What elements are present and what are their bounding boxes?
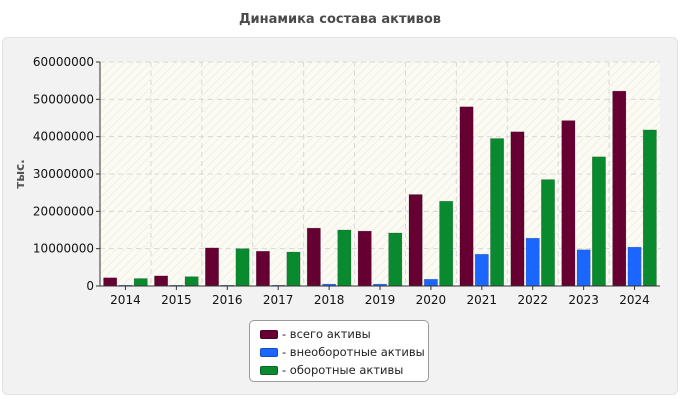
x-tick-label: 2019 xyxy=(365,293,396,307)
bar-2-2014 xyxy=(133,278,148,287)
x-tick-label: 2015 xyxy=(161,293,192,307)
bar-2-2018 xyxy=(337,229,352,287)
bar-2-2020 xyxy=(439,200,454,287)
bar-0-2015 xyxy=(154,275,169,287)
y-axis-label: тыс. xyxy=(13,159,27,188)
x-tick-label: 2014 xyxy=(110,293,141,307)
bar-0-2019 xyxy=(357,230,372,287)
bar-2-2016 xyxy=(235,248,250,287)
y-tick-label: 10000000 xyxy=(33,242,94,256)
x-tick-label: 2021 xyxy=(467,293,498,307)
legend-label-current: - оборотные активы xyxy=(282,363,404,377)
y-tick-label: 50000000 xyxy=(33,92,94,106)
bar-1-2020 xyxy=(423,278,438,287)
legend-swatch-noncurrent xyxy=(260,347,278,357)
bar-2-2017 xyxy=(286,251,301,287)
chart-legend: - всего активы - внеоборотные активы - о… xyxy=(249,320,429,382)
legend-item-noncurrent: - внеоборотные активы xyxy=(260,343,428,361)
bar-0-2024 xyxy=(612,90,627,287)
bar-0-2017 xyxy=(255,250,270,287)
bar-0-2016 xyxy=(205,247,219,287)
bar-2-2019 xyxy=(388,232,403,287)
bar-0-2021 xyxy=(459,106,474,287)
bar-2-2023 xyxy=(591,156,606,287)
bar-1-2022 xyxy=(525,237,540,287)
y-tick-label: 30000000 xyxy=(33,167,94,181)
legend-label-total: - всего активы xyxy=(282,327,371,341)
bar-0-2014 xyxy=(103,277,118,287)
bar-2-2015 xyxy=(184,276,199,287)
y-tick-label: 60000000 xyxy=(33,55,94,69)
chart-title: Динамика состава активов xyxy=(238,12,442,27)
x-tick-label: 2023 xyxy=(568,293,599,307)
legend-swatch-total xyxy=(260,329,278,339)
x-tick-label: 2024 xyxy=(619,293,650,307)
x-tick-label: 2017 xyxy=(263,293,294,307)
x-tick-label: 2016 xyxy=(212,293,243,307)
x-tick-label: 2022 xyxy=(517,293,548,307)
bar-2-2021 xyxy=(490,138,505,287)
bar-0-2020 xyxy=(408,194,423,287)
bar-2-2022 xyxy=(541,179,555,287)
y-tick-label: 20000000 xyxy=(33,204,94,218)
legend-swatch-current xyxy=(260,365,278,375)
legend-label-noncurrent: - внеоборотные активы xyxy=(282,345,425,359)
bar-1-2023 xyxy=(576,249,591,287)
y-tick-label: 0 xyxy=(86,279,94,293)
y-tick-label: 40000000 xyxy=(33,130,94,144)
legend-item-total: - всего активы xyxy=(260,325,428,343)
bar-1-2021 xyxy=(474,253,489,287)
bar-2-2024 xyxy=(642,129,657,287)
bar-0-2018 xyxy=(306,227,321,287)
bar-0-2022 xyxy=(510,131,525,287)
bar-0-2023 xyxy=(561,120,576,287)
x-tick-label: 2018 xyxy=(314,293,345,307)
bar-1-2024 xyxy=(627,246,642,287)
x-tick-label: 2020 xyxy=(416,293,447,307)
legend-item-current: - оборотные активы xyxy=(260,361,428,379)
